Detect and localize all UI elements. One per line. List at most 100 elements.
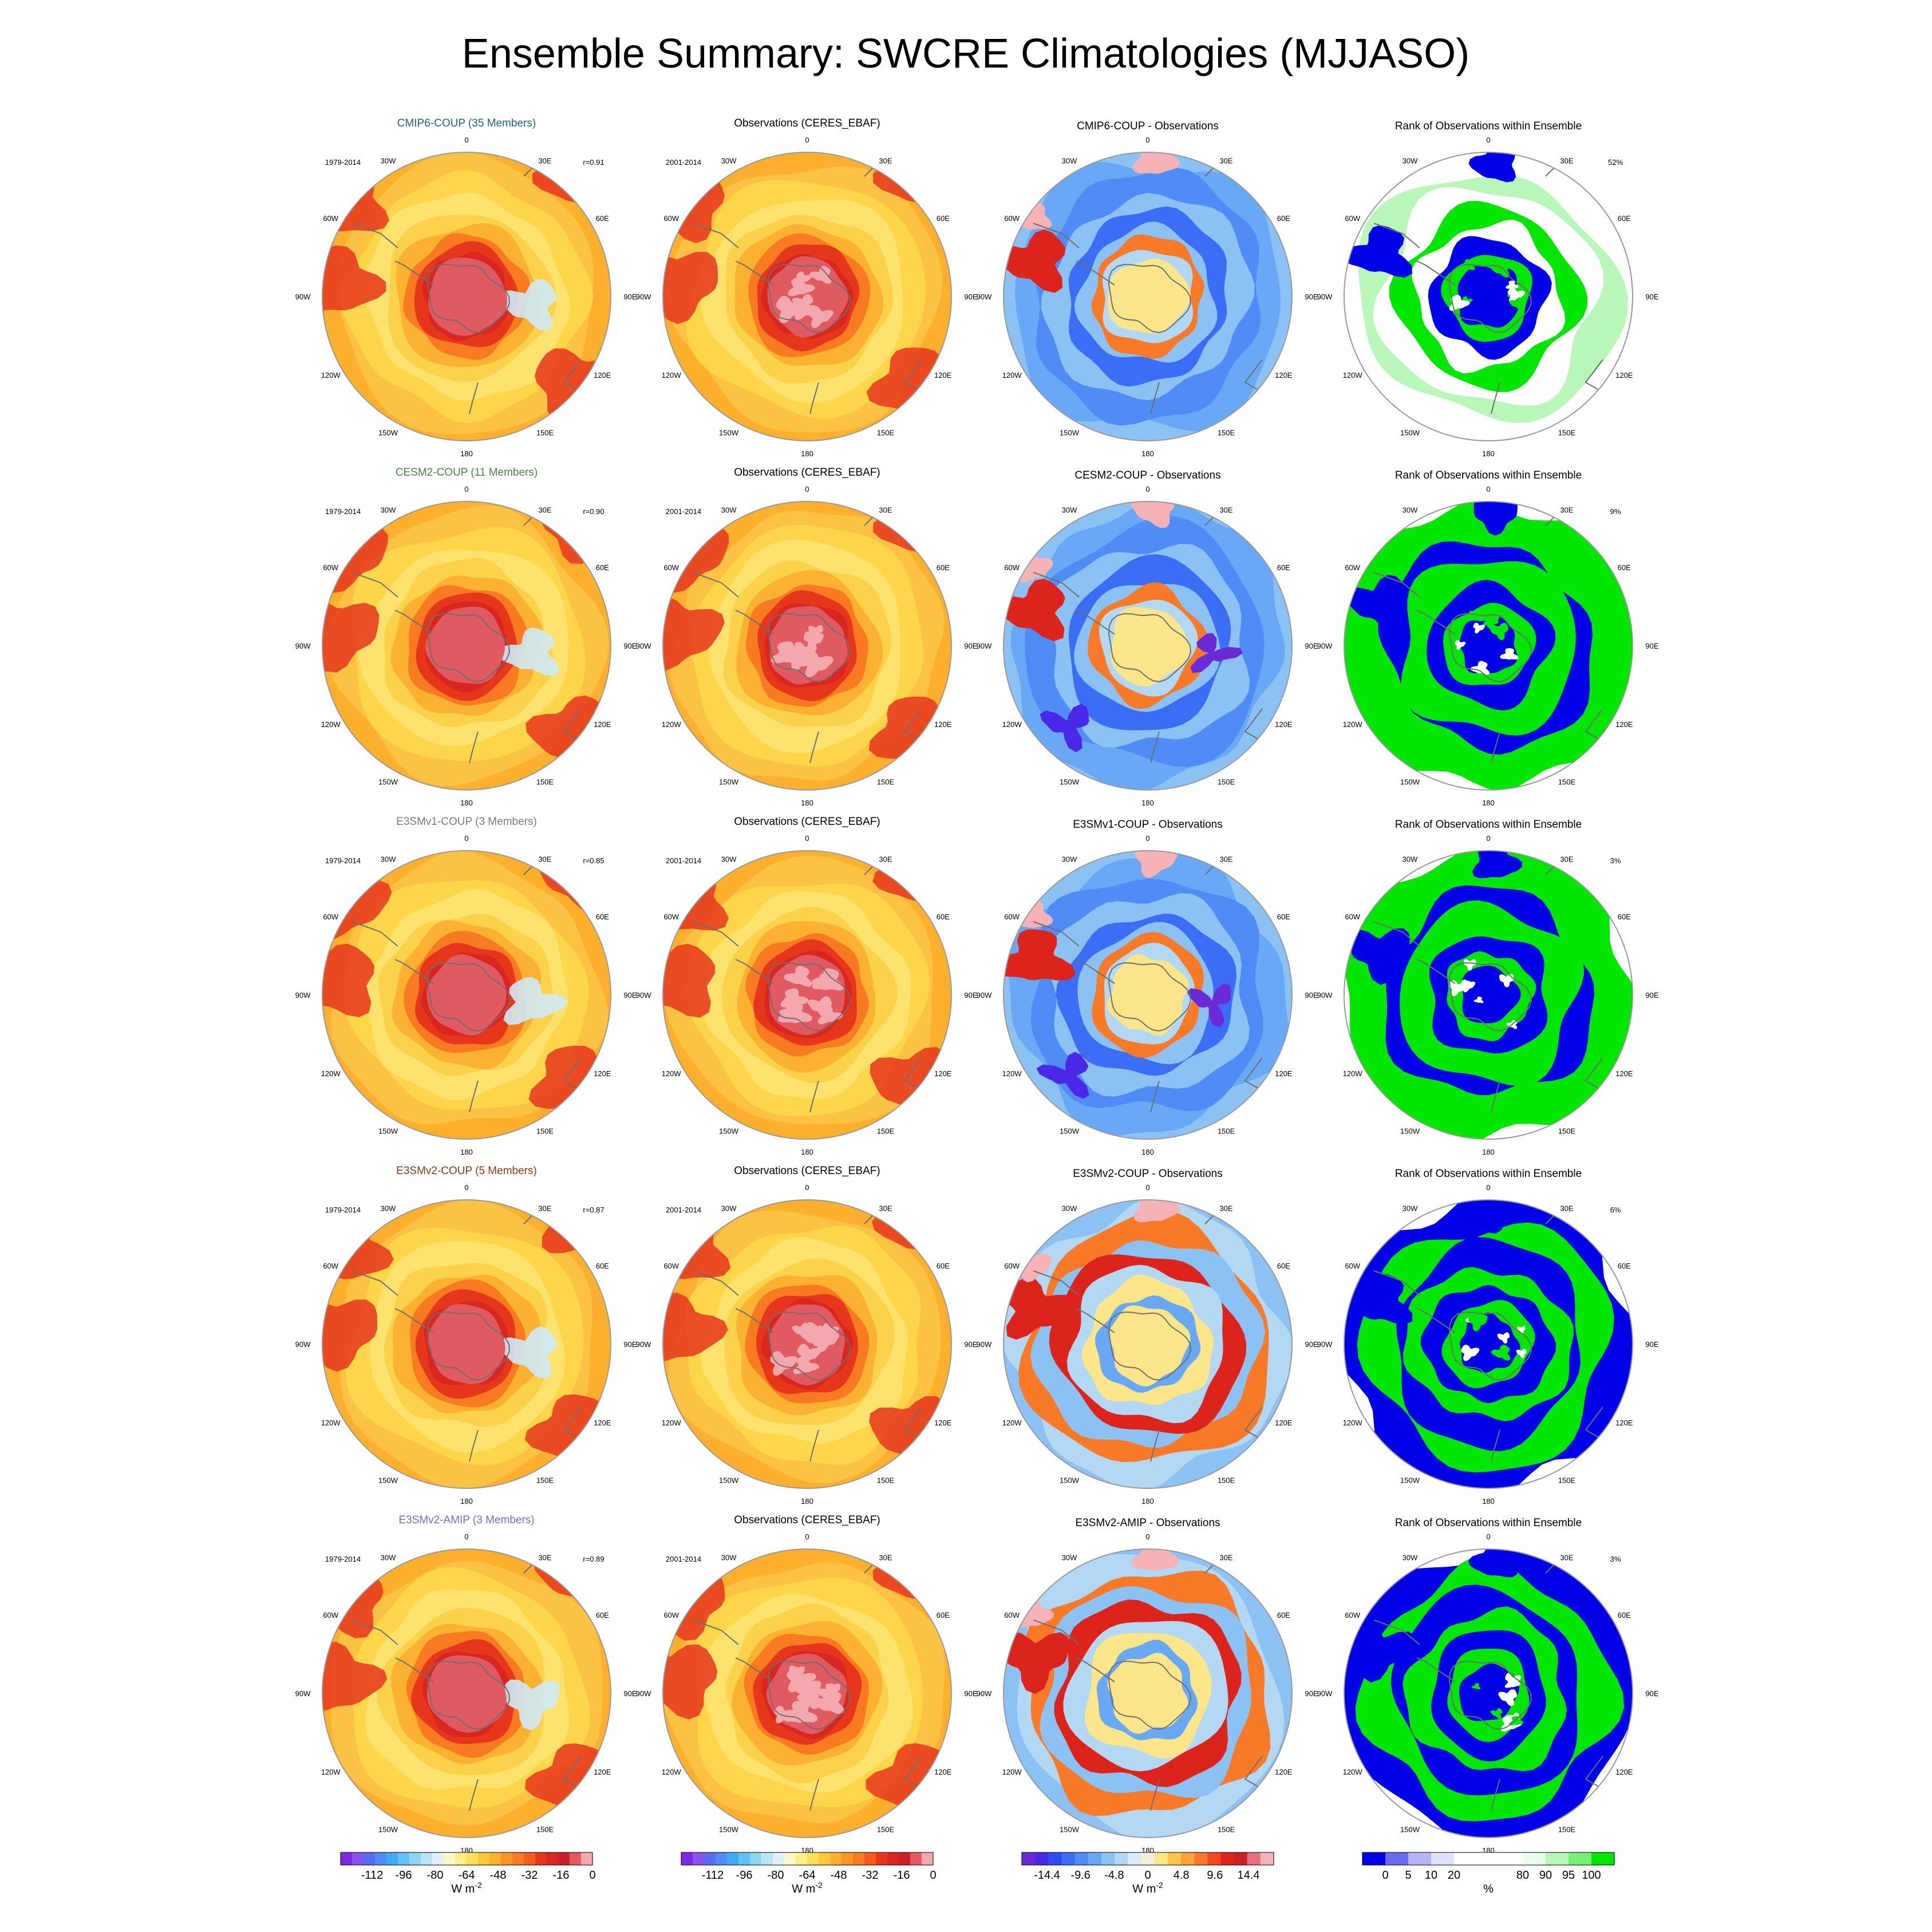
map-outline xyxy=(1003,1199,1293,1489)
colorbar-swatch xyxy=(386,1852,398,1865)
climatology-field xyxy=(322,1200,611,1488)
stratocumulus-region xyxy=(322,943,375,1018)
difference-panel: E3SMv1-COUP - Observations 0 30E 60E 90E 120E… xyxy=(977,819,1318,1156)
lon-label-30w: 30W xyxy=(1402,855,1418,864)
antarctic-peninsula-coastline xyxy=(394,610,434,635)
difference-panel-title: E3SMv1-COUP - Observations xyxy=(1073,819,1223,831)
lon-label-30e: 30E xyxy=(879,506,892,515)
rank-speckle xyxy=(1491,1345,1511,1361)
lon-label-180: 180 xyxy=(1141,449,1154,458)
lon-label-90w: 90W xyxy=(295,991,311,999)
stratocumulus-region xyxy=(663,943,716,1018)
lon-label-60w: 60W xyxy=(1345,563,1360,572)
colorbar-tick-label: 10 xyxy=(1425,1869,1437,1882)
lon-label-0: 0 xyxy=(805,136,809,144)
positive-bias-region xyxy=(1133,1200,1180,1223)
antarctica-coastline xyxy=(1448,962,1532,1032)
map-outline xyxy=(1344,850,1633,1140)
lon-label-60w: 60W xyxy=(323,912,338,921)
obs-noise-patch xyxy=(811,1689,845,1714)
new-zealand-coastline xyxy=(469,731,479,764)
difference-field xyxy=(1003,152,1292,441)
south-america-coastline xyxy=(1033,1270,1080,1296)
rank-speckle xyxy=(1473,622,1485,634)
lon-label-90e: 90E xyxy=(1305,991,1318,999)
rank-panel-title: Rank of Observations within Ensemble xyxy=(1395,819,1582,831)
stratocumulus-region xyxy=(322,245,386,312)
lon-label-120w: 120W xyxy=(662,1768,682,1776)
lon-label-90w: 90W xyxy=(977,642,992,650)
antarctica-coastline xyxy=(767,1311,851,1381)
lon-label-180: 180 xyxy=(1482,1497,1495,1506)
lon-label-90e: 90E xyxy=(964,642,977,650)
lon-label-120e: 120E xyxy=(1275,1419,1293,1427)
colorbar-tick-label: 100 xyxy=(1582,1869,1601,1882)
period-label: 2001-2014 xyxy=(666,856,701,865)
lon-label-150e: 150E xyxy=(1218,1476,1235,1484)
lon-label-120w: 120W xyxy=(1343,1419,1363,1427)
model-panel-title: E3SMv2-COUP (5 Members) xyxy=(396,1165,537,1177)
lon-label-60e: 60E xyxy=(596,912,609,921)
lon-label-120e: 120E xyxy=(594,1768,611,1776)
lon-label-120e: 120E xyxy=(934,720,952,729)
lon-label-90w: 90W xyxy=(295,293,311,301)
lon-label-0: 0 xyxy=(1145,485,1149,493)
lon-label-150e: 150E xyxy=(877,428,895,437)
lon-label-60w: 60W xyxy=(663,214,679,223)
lon-label-60e: 60E xyxy=(596,1262,609,1270)
antarctic-peninsula-coastline xyxy=(1416,260,1456,286)
colorbar-tick-label: 80 xyxy=(1516,1869,1529,1882)
lon-label-150w: 150W xyxy=(719,1476,739,1484)
rank-speckle xyxy=(1455,640,1466,650)
panel-row-4: E3SMv2-COUP (5 Members) 1979-2014 r=0.87 0 3… xyxy=(295,1165,1659,1506)
obs-noise-patch xyxy=(813,1329,839,1353)
colorbar-swatch xyxy=(421,1852,433,1865)
rank-percent-label: 52% xyxy=(1608,158,1623,167)
stratocumulus-region xyxy=(872,851,951,901)
lon-label-60e: 60E xyxy=(1277,563,1290,572)
stratocumulus-region xyxy=(663,1293,728,1364)
new-zealand-coastline xyxy=(1491,1779,1500,1811)
obs-noise-patch xyxy=(792,1322,811,1339)
lon-label-0: 0 xyxy=(805,1183,809,1192)
positive-bias-region xyxy=(1003,1631,1069,1694)
colorbar-unit-exponent: -2 xyxy=(815,1880,823,1890)
lon-label-60e: 60E xyxy=(1277,214,1290,223)
colorbar-tick-label: -14.4 xyxy=(1034,1869,1060,1882)
positive-bias-region xyxy=(1135,851,1178,878)
difference-panel-title: E3SMv2-COUP - Observations xyxy=(1073,1168,1223,1180)
antarctic-peninsula-coastline xyxy=(1416,959,1456,984)
colorbar-model: -112 -96 -80 -64 -48 -32 -16 0 W m-2 xyxy=(340,1852,596,1895)
model-panel: CESM2-COUP (11 Members) 1979-2014 r=0.90 0 3… xyxy=(295,467,637,807)
antarctic-peninsula-coastline xyxy=(735,260,775,286)
colorbar-swatch xyxy=(1568,1852,1592,1865)
colorbar-swatch xyxy=(364,1852,376,1865)
lon-label-90w: 90W xyxy=(636,293,651,301)
lon-label-120w: 120W xyxy=(1002,1768,1022,1776)
colorbar-tick-label: 20 xyxy=(1448,1869,1460,1882)
climatology-field xyxy=(322,501,611,790)
south-america-coastline xyxy=(692,1619,739,1645)
colorbar-tick-label: 0 xyxy=(1144,1869,1151,1882)
lon-label-0: 0 xyxy=(464,1532,468,1541)
lon-label-30w: 30W xyxy=(381,855,396,864)
lon-label-60w: 60W xyxy=(663,912,679,921)
rank-low-region xyxy=(1344,225,1413,278)
period-label: 2001-2014 xyxy=(666,507,701,516)
model-panel-title: E3SMv2-AMIP (3 Members) xyxy=(398,1514,534,1526)
lon-label-150e: 150E xyxy=(877,1476,895,1484)
stratocumulus-region xyxy=(663,1644,718,1720)
rank-panel: Rank of Observations within Ensemble 9% 0 3… xyxy=(1317,469,1659,807)
colorbar-tick-label: 0 xyxy=(1382,1869,1388,1882)
lon-label-150e: 150E xyxy=(1558,1825,1576,1834)
obs-noise-patch xyxy=(808,996,832,1018)
colorbar-swatch xyxy=(1048,1852,1062,1865)
lon-label-180: 180 xyxy=(1482,1148,1495,1156)
lon-label-150e: 150E xyxy=(536,1127,554,1135)
lon-label-120w: 120W xyxy=(1002,1069,1022,1078)
lon-label-60e: 60E xyxy=(937,1262,950,1270)
positive-bias-region xyxy=(1003,229,1066,293)
colorbar-tick-label: -48 xyxy=(490,1869,507,1882)
lon-label-30w: 30W xyxy=(1402,506,1418,515)
lon-label-30e: 30E xyxy=(1219,855,1232,864)
